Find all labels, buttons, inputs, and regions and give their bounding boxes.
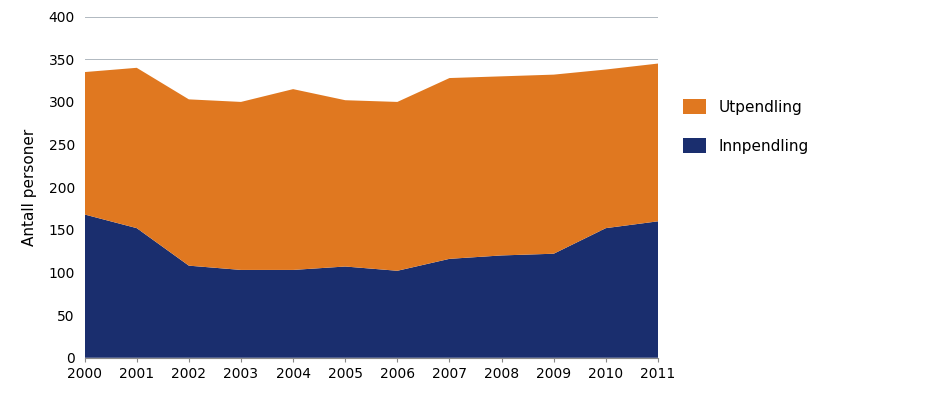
Legend: Utpendling, Innpendling: Utpendling, Innpendling — [677, 92, 815, 160]
Y-axis label: Antall personer: Antall personer — [23, 129, 38, 246]
